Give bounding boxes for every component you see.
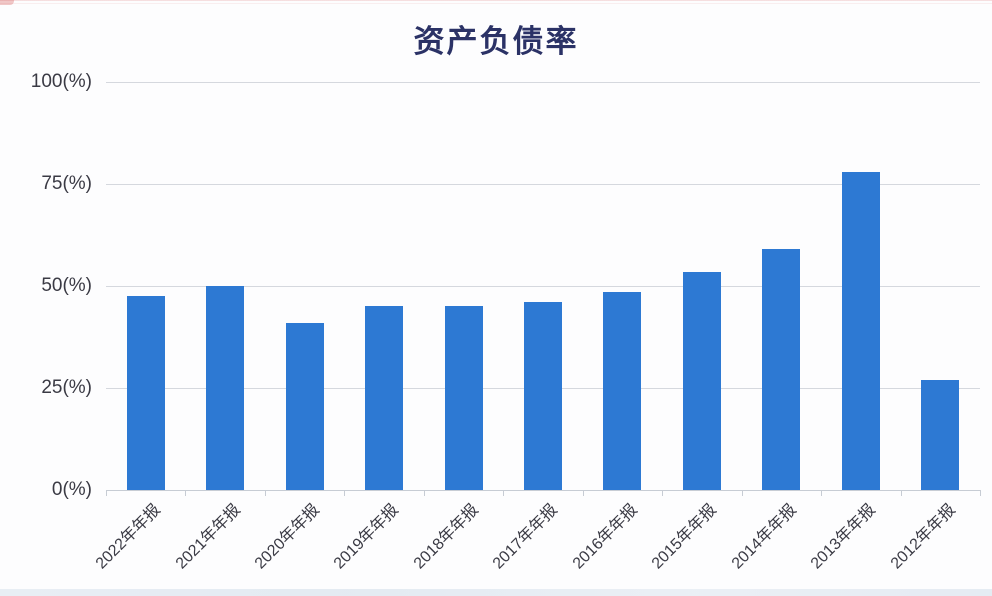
x-axis-tick [900, 490, 902, 496]
gridline [106, 286, 980, 287]
bottom-edge-artifact [0, 589, 992, 596]
x-axis-label: 2015年年报 [649, 501, 721, 573]
x-axis-tick [980, 490, 981, 496]
x-axis-tick [662, 490, 664, 496]
bar [603, 292, 642, 490]
x-axis-tick [106, 490, 107, 496]
x-axis-tick [582, 490, 584, 496]
x-axis-tick [821, 490, 823, 496]
x-axis-tick [264, 490, 266, 496]
bar [285, 322, 324, 490]
x-axis-line [106, 490, 980, 491]
gridline [106, 184, 980, 185]
bar [682, 271, 721, 490]
bar [524, 302, 562, 490]
x-axis-tick [344, 490, 346, 496]
x-axis-label: 2018年年报 [410, 501, 482, 573]
x-axis-label: 2019年年报 [331, 501, 403, 573]
x-axis-label: 2020年年报 [251, 501, 323, 573]
bar [444, 306, 483, 490]
gridline [106, 82, 980, 83]
x-axis-label: 2012年年报 [887, 501, 959, 573]
x-axis-tick [503, 490, 505, 496]
y-axis-label: 0(%) [51, 479, 92, 500]
x-axis-tick [741, 490, 743, 496]
y-axis-label: 100(%) [30, 71, 92, 92]
y-axis-label: 75(%) [41, 173, 92, 194]
bar [365, 306, 404, 490]
x-axis-tick [423, 490, 425, 496]
x-axis-tick [185, 490, 187, 496]
x-axis-label: 2013年年报 [808, 501, 880, 573]
x-axis-label: 2022年年报 [92, 501, 165, 573]
top-edge-artifact [0, 0, 992, 6]
x-axis-label: 2014年年报 [728, 501, 800, 573]
x-axis-label: 2017年年报 [490, 501, 562, 573]
chart-title: 资产负债率 [413, 24, 579, 59]
x-axis-label: 2021年年报 [172, 501, 244, 573]
bar [126, 296, 165, 490]
y-axis-label: 25(%) [41, 377, 92, 398]
x-axis-label: 2016年年报 [569, 501, 641, 573]
bar [841, 171, 880, 490]
bar [762, 249, 801, 490]
bar [206, 286, 245, 490]
bar [921, 379, 960, 490]
y-axis-label: 50(%) [41, 275, 92, 296]
